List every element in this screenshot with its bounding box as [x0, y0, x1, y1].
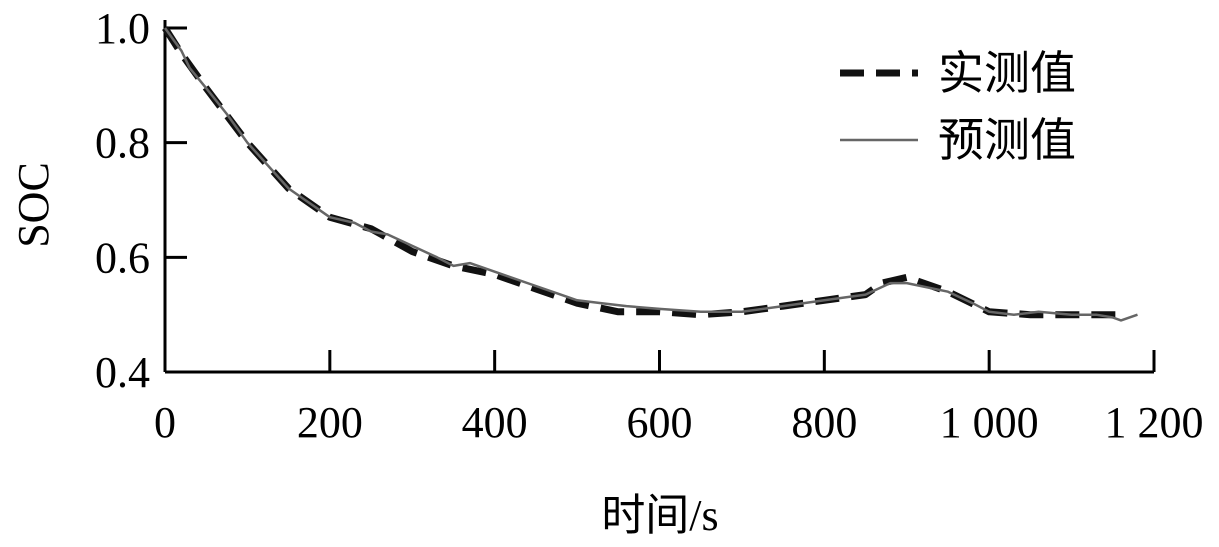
legend-label-predicted: 预测值 — [938, 115, 1076, 166]
x-tick-label: 600 — [627, 398, 693, 447]
y-tick-label: 0.8 — [95, 119, 150, 168]
x-tick-label: 0 — [154, 398, 176, 447]
y-tick-label: 1.0 — [95, 4, 150, 53]
y-tick-label: 0.4 — [95, 348, 150, 397]
y-axis-title: SOC — [9, 162, 58, 248]
series-layer — [162, 26, 1138, 322]
x-tick-label: 1 200 — [1105, 398, 1204, 447]
x-tick-label: 1 000 — [940, 398, 1039, 447]
y-tick-label: 0.6 — [95, 233, 150, 282]
ticks: 0 200 400 600 800 1 000 1 200 0.4 0.6 0.8 1.0 — [95, 4, 1204, 447]
legend-label-measured: 实测值 — [938, 48, 1076, 99]
x-tick-label: 800 — [791, 398, 857, 447]
x-tick-label: 200 — [297, 398, 363, 447]
x-tick-label: 400 — [462, 398, 528, 447]
x-axis-title: 时间/s — [601, 491, 718, 540]
series-line-predicted — [163, 27, 1138, 322]
